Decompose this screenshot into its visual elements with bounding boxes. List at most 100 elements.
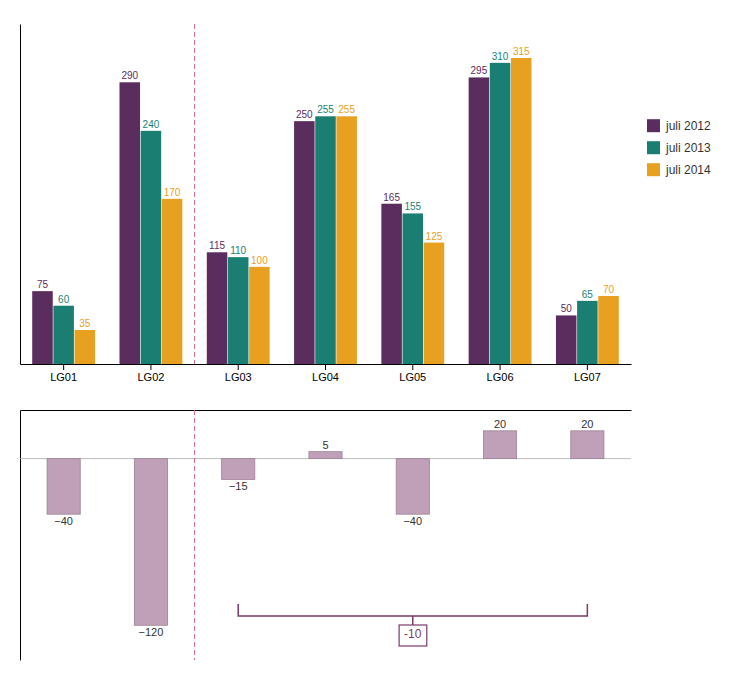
- annotation: -10: [404, 627, 422, 641]
- bar: [556, 315, 577, 364]
- axis-line: [20, 25, 21, 365]
- bar: [483, 431, 516, 459]
- bar: [249, 267, 270, 364]
- legend: juli 2012 juli 2013 juli 2014: [647, 119, 711, 177]
- data-label: 155: [404, 201, 421, 212]
- tick-label: LG06: [487, 371, 514, 383]
- x-axis: [21, 410, 632, 411]
- bar: [577, 301, 598, 364]
- data-label: 5: [322, 439, 328, 451]
- legend-label: juli 2014: [665, 163, 711, 177]
- bars: [32, 58, 619, 364]
- legend-swatch: [647, 119, 660, 132]
- bar: [120, 82, 141, 364]
- data-label: 115: [209, 240, 225, 251]
- legend-label: juli 2012: [665, 119, 711, 133]
- data-labels: −40 −120 −15 5 −40 20 20: [54, 418, 593, 638]
- tick-mark: [587, 364, 588, 370]
- bar: [47, 459, 80, 515]
- data-label: 110: [230, 245, 246, 256]
- data-label: 290: [121, 70, 138, 81]
- tick-label: LG02: [137, 371, 164, 383]
- data-label: 240: [143, 119, 160, 130]
- data-label: 20: [581, 418, 593, 430]
- top-chart: 7529011525016529550602401102551553106535…: [21, 24, 712, 383]
- data-label: −120: [139, 626, 164, 638]
- tick: LG01: [50, 364, 77, 383]
- bar: [294, 121, 315, 364]
- data-label: 125: [426, 231, 443, 242]
- y-axis: [20, 411, 21, 661]
- tick-mark: [238, 364, 239, 370]
- data-label: −40: [54, 515, 73, 527]
- y-axis: [20, 25, 21, 365]
- data-labels: 7529011525016529550602401102551553106535…: [37, 46, 615, 329]
- bar: [424, 243, 445, 364]
- data-label: 60: [58, 294, 70, 305]
- data-label: 170: [164, 187, 181, 198]
- bar: [141, 131, 162, 364]
- axis-line: [20, 411, 21, 661]
- bar: [511, 58, 532, 364]
- tick-mark: [63, 364, 64, 370]
- data-label: 65: [582, 289, 594, 300]
- tick: LG03: [225, 364, 252, 383]
- tick-label: LG04: [312, 371, 339, 383]
- bracket: -10: [238, 604, 587, 646]
- bar: [228, 257, 249, 364]
- data-label: 165: [383, 192, 400, 203]
- bar: [315, 116, 336, 364]
- data-label: 20: [494, 418, 506, 430]
- bar: [53, 306, 74, 364]
- bar: [162, 199, 183, 364]
- tick-label: LG07: [574, 371, 601, 383]
- tick: LG04: [312, 364, 339, 383]
- data-label: −15: [229, 480, 248, 492]
- legend-item: juli 2012: [647, 119, 711, 133]
- tick-label: LG01: [50, 371, 77, 383]
- bar: [75, 330, 96, 364]
- legend-swatch: [647, 163, 660, 176]
- data-label: 310: [492, 51, 509, 62]
- tick: LG02: [137, 364, 164, 383]
- data-label: −40: [403, 515, 422, 527]
- tick-label: LG05: [399, 371, 426, 383]
- data-label: 100: [251, 255, 268, 266]
- bar: [571, 431, 604, 459]
- bar: [222, 459, 255, 480]
- tick: LG05: [399, 364, 426, 383]
- data-label: 75: [37, 279, 49, 290]
- bar: [381, 204, 402, 364]
- tick-mark: [325, 364, 326, 370]
- tick-label: LG03: [225, 371, 252, 383]
- bar: [32, 291, 53, 364]
- bar: [134, 459, 167, 626]
- bar: [396, 459, 429, 515]
- divider: [194, 24, 195, 364]
- axis-line: [21, 410, 632, 411]
- data-label: 255: [338, 104, 355, 115]
- tick-mark: [412, 364, 413, 370]
- tick-mark: [500, 364, 501, 370]
- data-label: 315: [513, 46, 530, 57]
- bar: [469, 77, 490, 364]
- data-label: 250: [296, 109, 313, 120]
- annotation-box: [399, 625, 427, 646]
- series: [75, 58, 619, 364]
- data-label: 295: [471, 65, 488, 76]
- bar: [490, 63, 511, 364]
- bar: [207, 252, 228, 364]
- legend-label: juli 2013: [665, 141, 711, 155]
- bar: [403, 213, 424, 364]
- tick: LG06: [487, 364, 514, 383]
- divider: [194, 410, 195, 660]
- bar: [598, 296, 619, 364]
- tick-mark: [150, 364, 151, 370]
- legend-swatch: [647, 141, 660, 154]
- bracket-line: [238, 604, 587, 625]
- data-label: 35: [79, 318, 91, 329]
- tick: LG07: [574, 364, 601, 383]
- bar: [309, 452, 342, 459]
- data-label: 255: [317, 104, 334, 115]
- bars: [47, 431, 604, 625]
